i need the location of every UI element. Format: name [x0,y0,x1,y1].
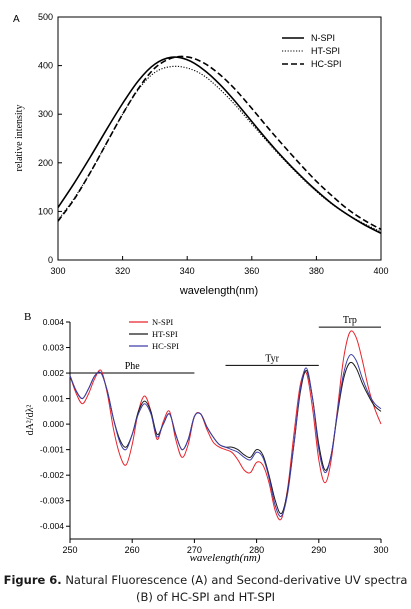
panel-a-x-tick-label: 380 [309,266,324,276]
panel-b-y-tick-label: 0.003 [43,343,65,353]
panel-a-ticks: 300 320 340 360 380 400 0 100 200 300 400 500 [38,12,389,276]
panel-a-x-tick-label: 360 [244,266,259,276]
panel-a-y-tick-label: 200 [38,158,53,168]
panel-b-series-line-hc-spi [69,354,382,517]
panel-b-y-tick-label: 0.004 [43,317,65,327]
panel-b-x-tick-label: 260 [125,545,140,555]
figure-caption: Figure 6. Natural Fluorescence (A) and S… [0,572,411,606]
panel-b-y-tick-label: -0.003 [40,496,64,506]
panel-b-legend-label: N-SPI [152,317,173,327]
panel-a-y-tick-label: 400 [38,61,53,71]
panel-b-region-annotations: Phe Tyr Trp [70,315,381,374]
panel-a-series-line-hc-spi [57,55,382,231]
panel-b-x-tick-label: 250 [62,545,77,555]
panel-a-y-tick-label: 0 [48,255,53,265]
panel-b-legend-label: HT-SPI [152,329,178,339]
panel-b-legend-label: HC-SPI [152,341,179,351]
panel-b-annotation-trp: Trp [343,315,357,326]
panel-a-legend: N-SPI HT-SPI HC-SPI [282,33,342,69]
figure-caption-label: Figure 6. [3,573,62,587]
panel-b-annotation-tyr: Tyr [265,353,279,364]
panel-b-axes [69,322,381,540]
panel-b-ticks: 250 260 270 280 290 300 0.004 0.003 0.002 0.001 0.… [40,317,389,555]
figure-caption-text: Natural Fluorescence (A) and Second-deri… [65,573,408,604]
panel-b-series-line-ht-spi [69,361,382,515]
panel-b-series [69,330,382,521]
panel-b-x-tick-label: 290 [311,545,326,555]
panel-b-x-tick-label: 300 [373,545,388,555]
panel-b-y-tick-label: -0.004 [40,521,64,531]
panel-a-plot-frame [57,16,382,261]
panel-b-y-tick-label: -0.001 [40,445,64,455]
panel-a-series-line-ht-spi [57,65,382,233]
panel-b-y-axis-label: dA²/dλ² [25,405,36,436]
panel-a-x-tick-label: 320 [115,266,130,276]
panel-b-y-tick-label: -0.002 [40,470,64,480]
panel-a-x-tick-label: 300 [50,266,65,276]
panel-b-y-tick-label: 0.002 [43,368,65,378]
panel-a-x-tick-label: 340 [180,266,195,276]
panel-b-y-tick-label: 0.001 [43,394,65,404]
panel-a-label: A [13,14,20,25]
panel-a-fluorescence-chart: A 300 320 340 360 380 400 0 100 200 300 400 500 N-S… [13,12,389,297]
panel-b-series-line-n-spi [69,330,382,521]
panel-b-y-tick-label: 0.000 [43,419,65,429]
panel-a-y-axis-label: relative intensity [14,105,25,172]
panel-a-legend-label: N-SPI [311,33,335,43]
panel-a-series-line-n-spi [57,56,382,235]
panel-a-x-tick-label: 400 [373,266,388,276]
panel-b-second-derivative-chart: B 250 260 270 280 290 300 0.004 0.003 0.002 0.001… [24,311,389,564]
panel-b-annotation-phe: Phe [125,361,141,372]
panel-b-legend: N-SPI HT-SPI HC-SPI [129,317,179,351]
panel-a-series [57,55,382,235]
panel-a-legend-label: HT-SPI [311,46,340,56]
panel-a-y-tick-label: 100 [38,206,53,216]
panel-a-y-tick-label: 500 [38,12,53,22]
panel-a-y-tick-label: 300 [38,109,53,119]
panel-b-x-tick-label: 280 [249,545,264,555]
panel-b-label: B [24,311,31,323]
panel-a-x-axis-label: wavelength(nm) [179,285,258,297]
panel-b-x-tick-label: 270 [187,545,202,555]
panel-b-x-axis-label: wavelength(nm) [190,552,261,564]
panel-a-legend-label: HC-SPI [311,59,342,69]
